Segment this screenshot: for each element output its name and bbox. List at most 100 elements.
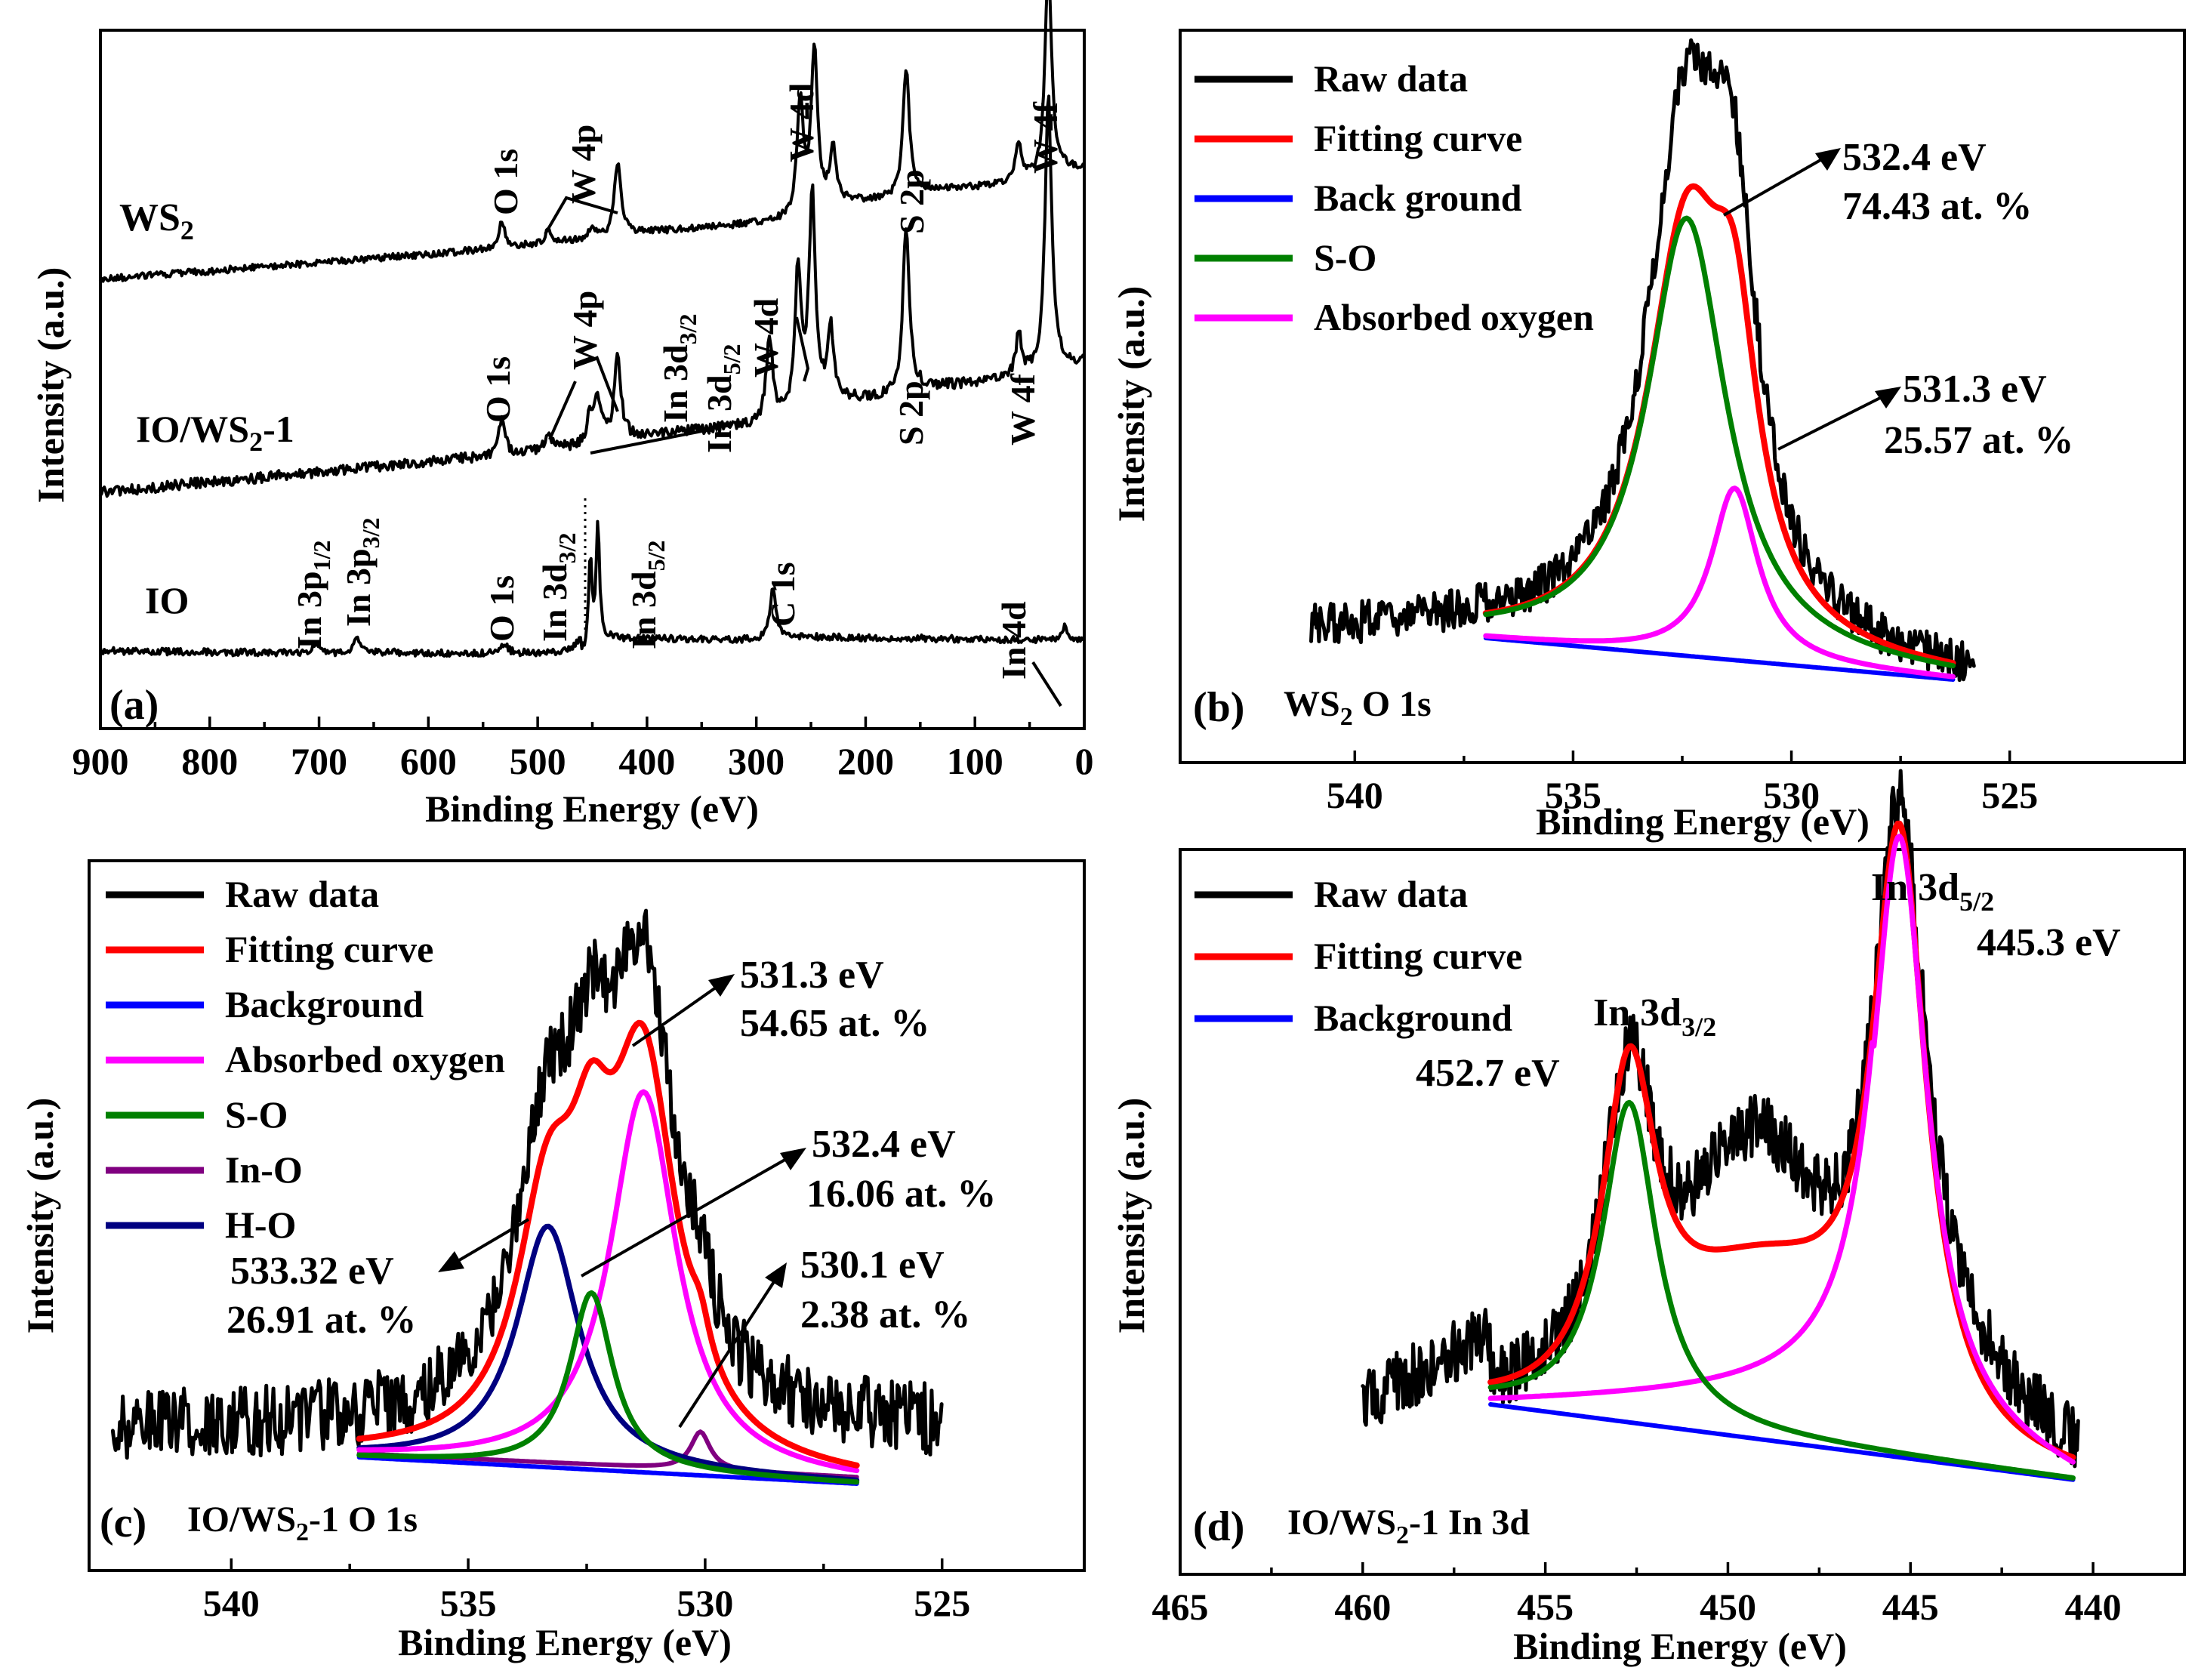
sample-label-io-ws2: IO/WS2-1 — [136, 408, 294, 457]
panel-b-title: WS2 O 1s — [1284, 684, 1432, 731]
panel-b-x-ticks — [1353, 751, 2011, 763]
panel-d-in3d32-energy: 452.7 eV — [1416, 1052, 1560, 1095]
ws2-s2p-label: S 2p — [892, 169, 931, 234]
survey-spectrum-1 — [99, 94, 1085, 498]
iows2-w4d-pointer — [795, 316, 810, 382]
fitting-curve-line — [1487, 820, 2076, 1461]
panel-c-y-label: Intensity (a.u.) — [19, 1098, 61, 1334]
panel-c-x-ticks — [230, 1558, 944, 1571]
ws2-w4d-label: W 4d — [782, 82, 821, 162]
x-tick-label: 0 — [1075, 740, 1094, 782]
iows2-in3d32-label: In 3d3/2 — [656, 314, 701, 423]
io-in3p12-label: In 3p1/2 — [290, 541, 335, 649]
legend-label: Fitting curve — [1314, 117, 1522, 159]
panel-c-peak-ino-energy: 530.1 eV — [800, 1244, 945, 1287]
panel-b-peak1-percent: 74.43 at. % — [1842, 185, 2032, 228]
panel-c: 540 535 530 525 Binding Energy (eV) Intensi… — [19, 859, 1086, 1663]
legend-label: Absorbed oxygen — [1314, 296, 1594, 338]
panel-d-y-label: Intensity (a.u.) — [1110, 1098, 1152, 1334]
iows2-w4p-pointer-2 — [595, 356, 619, 412]
x-tick-label: 535 — [440, 1582, 497, 1624]
panel-d-x-ticks — [1179, 1562, 2095, 1574]
x-tick-label: 455 — [1517, 1586, 1574, 1628]
legend-label: Fitting curve — [225, 928, 433, 970]
x-tick-label: 445 — [1882, 1586, 1939, 1628]
panel-d: 465 460 455 450 445 440 Binding Energy (eV) I… — [1110, 769, 2186, 1667]
panel-c-ino-arrowhead — [765, 1262, 787, 1288]
panel-d-frame — [1179, 848, 2186, 1576]
panel-d-legend: Raw data Fitting curve Background — [1194, 873, 1522, 1039]
panel-c-peak-so-percent: 16.06 at. % — [806, 1173, 996, 1216]
fitting-curve-line — [356, 1019, 860, 1469]
panel-c-title: IO/WS2-1 O 1s — [187, 1500, 418, 1546]
panel-c-peak-ino-percent: 2.38 at. % — [800, 1293, 970, 1336]
panel-a-x-tick-labels: 900 800 700 600 500 400 300 200 100 0 — [72, 740, 1094, 782]
legend-label: Background — [225, 983, 424, 1025]
x-tick-label: 700 — [291, 740, 347, 782]
panel-b-legend: Raw data Fitting curve Back ground S-O Absor… — [1194, 57, 1594, 338]
in3d52-component-line — [1487, 834, 2076, 1465]
x-tick-label: 200 — [837, 740, 894, 782]
background-line — [1483, 636, 1956, 682]
legend-label: S-O — [225, 1093, 288, 1136]
panel-d-title: IO/WS2-1 In 3d — [1287, 1503, 1530, 1549]
panel-c-so-arrow — [581, 1154, 794, 1278]
panel-c-so-arrowhead — [780, 1148, 806, 1170]
legend-label: Raw data — [225, 873, 379, 915]
panel-b-peak2-arrowhead — [1875, 387, 1901, 408]
iows2-w4d-label: W 4d — [747, 297, 785, 378]
x-tick-label: 540 — [203, 1582, 260, 1624]
x-tick-label: 300 — [728, 740, 785, 782]
panel-b-x-tick-labels: 540 535 530 525 — [1327, 774, 2038, 816]
iows2-w4f-label: W 4f — [1003, 373, 1042, 445]
x-tick-label: 530 — [677, 1582, 733, 1624]
background-line — [1488, 1402, 2076, 1482]
s-o-line — [1483, 215, 1956, 669]
x-tick-label: 800 — [181, 740, 238, 782]
panel-a-y-label: Intensity (a.u.) — [29, 267, 72, 504]
legend-label: Background — [1314, 997, 1512, 1039]
io-c1s-label: C 1s — [763, 562, 802, 627]
h-o-line — [356, 1223, 860, 1483]
panel-b-peak1-energy: 532.4 eV — [1842, 136, 1987, 179]
raw-data-line — [1309, 38, 1976, 683]
io-o1s-label: O 1s — [482, 575, 521, 642]
io-in3d32-label: In 3d3/2 — [535, 533, 581, 642]
legend-label: In-O — [225, 1148, 303, 1191]
panel-b-peak2-arrow — [1777, 393, 1887, 451]
panel-b-peak1-arrow — [1723, 156, 1826, 217]
s-o-line — [356, 1290, 860, 1485]
ws2-w4p-label: W 4p — [564, 125, 603, 204]
panel-d-in3d32-label: In 3d3/2 — [1593, 991, 1716, 1042]
background-line — [356, 1455, 859, 1486]
panel-b-peak2-energy: 531.3 eV — [1903, 368, 2047, 411]
x-tick-label: 460 — [1334, 1586, 1391, 1628]
survey-spectrum-0 — [99, 0, 1085, 283]
panel-c-label: (c) — [100, 1500, 146, 1546]
io-in4d-pointer — [1031, 661, 1062, 707]
panel-b-label: (b) — [1193, 684, 1244, 731]
legend-label: Raw data — [1314, 57, 1468, 100]
legend-label: Fitting curve — [1314, 935, 1522, 977]
panel-d-spectra — [1361, 769, 2080, 1482]
legend-label: Raw data — [1314, 873, 1468, 915]
x-tick-label: 100 — [947, 740, 1003, 782]
survey-spectrum-2 — [99, 519, 1085, 658]
ws2-w4f-label: W 4f — [1026, 101, 1065, 174]
panel-c-legend: Raw data Fitting curve Background Absorbed … — [106, 873, 505, 1246]
panel-c-peak-ho-percent: 26.91 at. % — [227, 1299, 416, 1342]
panel-d-x-label: Binding Energy (eV) — [1513, 1625, 1847, 1667]
panel-c-ino-arrow — [678, 1275, 779, 1429]
raw-data-line — [1361, 769, 2080, 1469]
panel-c-absorbed-arrow — [631, 982, 723, 1047]
panel-a-x-ticks — [99, 717, 1086, 729]
panel-c-x-label: Binding Energy (eV) — [398, 1621, 732, 1663]
x-tick-label: 525 — [914, 1582, 970, 1624]
panel-d-x-tick-labels: 465 460 455 450 445 440 — [1152, 1586, 2122, 1628]
panel-b-y-label: Intensity (a.u.) — [1110, 286, 1152, 522]
panel-c-absorbed-arrowhead — [708, 974, 735, 997]
panel-a: 900 800 700 600 500 400 300 200 100 0 Binding Ene… — [29, 0, 1094, 830]
legend-label: Absorbed oxygen — [225, 1038, 505, 1080]
sample-label-ws2: WS2 — [119, 196, 194, 245]
legend-label: Back ground — [1314, 177, 1522, 219]
